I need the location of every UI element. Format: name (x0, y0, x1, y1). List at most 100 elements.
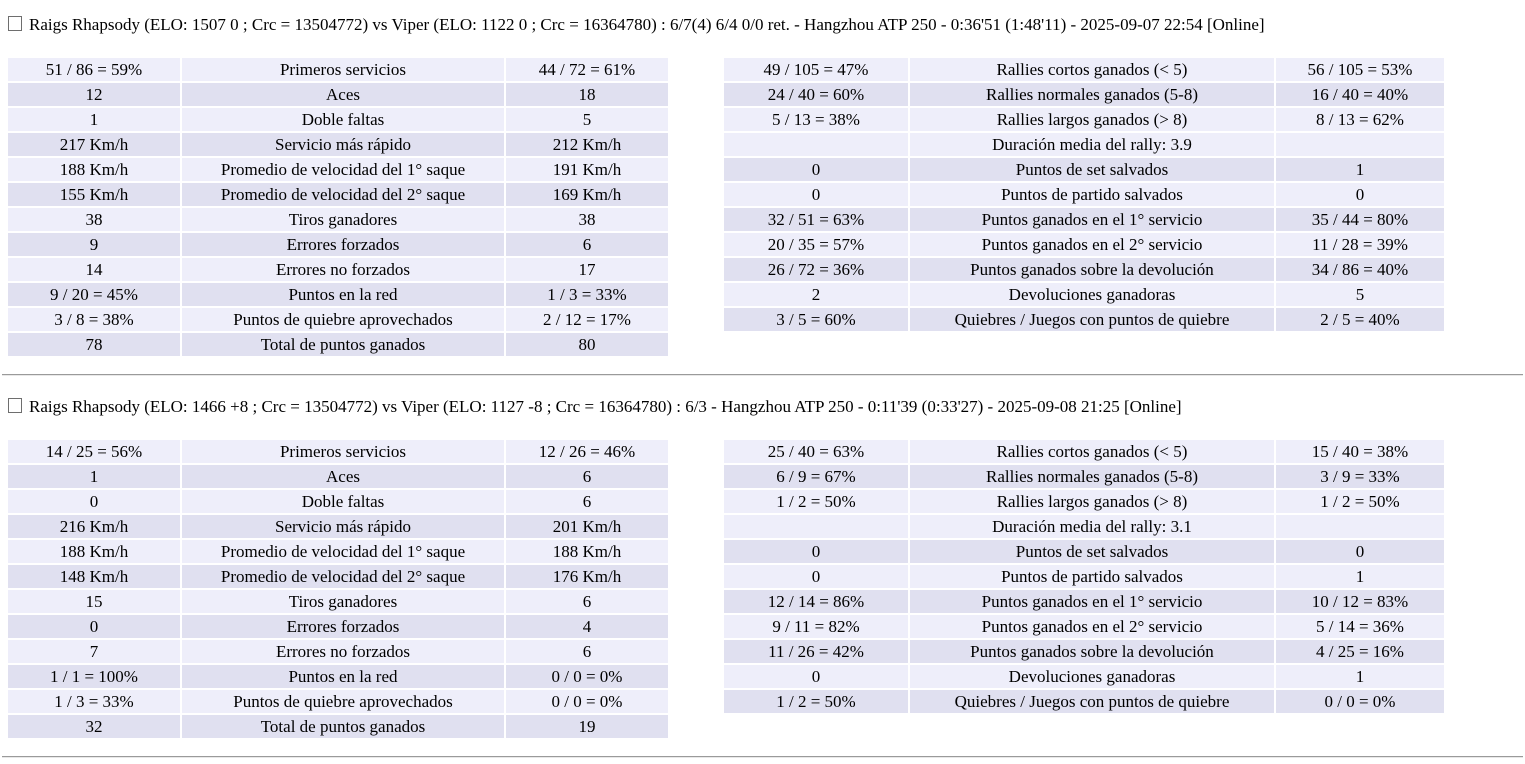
player1-value: 12 (8, 83, 180, 106)
stat-row: 32 Total de puntos ganados 19 (8, 715, 668, 738)
player1-value: 11 / 26 = 42% (724, 640, 908, 663)
player1-value: 0 (724, 665, 908, 688)
stat-row: 49 / 105 = 47% Rallies cortos ganados (< … (724, 58, 1444, 81)
stat-row: 1 / 2 = 50% Rallies largos ganados (> 8) 1… (724, 490, 1444, 513)
player1-value: 32 / 51 = 63% (724, 208, 908, 231)
player2-value: 0 / 0 = 0% (506, 690, 668, 713)
stat-label: Puntos de partido salvados (910, 183, 1274, 206)
player2-value (1276, 515, 1444, 538)
stat-label: Doble faltas (182, 490, 504, 513)
stat-row: 7 Errores no forzados 6 (8, 640, 668, 663)
player1-value: 78 (8, 333, 180, 356)
stat-row: 2 Devoluciones ganadoras 5 (724, 283, 1444, 306)
player1-value: 188 Km/h (8, 158, 180, 181)
stat-row: 188 Km/h Promedio de velocidad del 1° saq… (8, 540, 668, 563)
player2-value: 18 (506, 83, 668, 106)
player1-value: 1 (8, 108, 180, 131)
stat-row: 0 Puntos de partido salvados 0 (724, 183, 1444, 206)
player1-value: 1 / 3 = 33% (8, 690, 180, 713)
match-section-1: Raigs Rhapsody (ELO: 1507 0 ; Crc = 1350… (0, 0, 1525, 368)
rally-stats-table: 49 / 105 = 47% Rallies cortos ganados (< … (724, 58, 1444, 333)
stat-label: Servicio más rápido (182, 515, 504, 538)
player2-value: 56 / 105 = 53% (1276, 58, 1444, 81)
stat-label: Promedio de velocidad del 1° saque (182, 158, 504, 181)
player2-value: 191 Km/h (506, 158, 668, 181)
stat-row: 9 / 20 = 45% Puntos en la red 1 / 3 = 33% (8, 283, 668, 306)
stat-label: Devoluciones ganadoras (910, 283, 1274, 306)
player1-value: 38 (8, 208, 180, 231)
match-section-2: Raigs Rhapsody (ELO: 1466 +8 ; Crc = 135… (0, 382, 1525, 750)
player1-value: 155 Km/h (8, 183, 180, 206)
stat-row: 14 Errores no forzados 17 (8, 258, 668, 281)
player2-value: 35 / 44 = 80% (1276, 208, 1444, 231)
stat-label: Puntos ganados en el 2° servicio (910, 615, 1274, 638)
player1-value: 7 (8, 640, 180, 663)
player2-value: 19 (506, 715, 668, 738)
player2-value: 4 (506, 615, 668, 638)
player1-value: 0 (724, 565, 908, 588)
player2-value: 6 (506, 465, 668, 488)
player1-value: 32 (8, 715, 180, 738)
stat-row: 155 Km/h Promedio de velocidad del 2° saq… (8, 183, 668, 206)
match-select-checkbox[interactable] (8, 16, 22, 31)
stat-label: Total de puntos ganados (182, 715, 504, 738)
player1-value: 0 (8, 615, 180, 638)
match-header: Raigs Rhapsody (ELO: 1466 +8 ; Crc = 135… (8, 396, 1525, 418)
player2-value: 1 / 2 = 50% (1276, 490, 1444, 513)
stat-label: Rallies normales ganados (5-8) (910, 83, 1274, 106)
player1-value: 26 / 72 = 36% (724, 258, 908, 281)
player2-value: 15 / 40 = 38% (1276, 440, 1444, 463)
stat-row: 20 / 35 = 57% Puntos ganados en el 2° ser… (724, 233, 1444, 256)
stat-row: 0 Errores forzados 4 (8, 615, 668, 638)
stat-label: Rallies cortos ganados (< 5) (910, 440, 1274, 463)
stat-label: Puntos ganados en el 1° servicio (910, 208, 1274, 231)
player2-value: 0 / 0 = 0% (506, 665, 668, 688)
player1-value: 14 (8, 258, 180, 281)
stat-row: 38 Tiros ganadores 38 (8, 208, 668, 231)
player2-value: 212 Km/h (506, 133, 668, 156)
stat-label: Servicio más rápido (182, 133, 504, 156)
player2-value: 16 / 40 = 40% (1276, 83, 1444, 106)
stat-row: 1 / 2 = 50% Quiebres / Juegos con puntos … (724, 690, 1444, 713)
player1-value: 24 / 40 = 60% (724, 83, 908, 106)
player2-value: 0 / 0 = 0% (1276, 690, 1444, 713)
player1-value: 3 / 8 = 38% (8, 308, 180, 331)
stat-label: Errores forzados (182, 615, 504, 638)
player1-value: 9 / 20 = 45% (8, 283, 180, 306)
stat-row: 6 / 9 = 67% Rallies normales ganados (5-8… (724, 465, 1444, 488)
stat-row: 188 Km/h Promedio de velocidad del 1° saq… (8, 158, 668, 181)
stat-label: Promedio de velocidad del 2° saque (182, 565, 504, 588)
player2-value: 1 (1276, 158, 1444, 181)
player2-value: 8 / 13 = 62% (1276, 108, 1444, 131)
stat-row: 1 Doble faltas 5 (8, 108, 668, 131)
player2-value: 6 (506, 490, 668, 513)
match-select-checkbox[interactable] (8, 398, 22, 413)
player1-value: 217 Km/h (8, 133, 180, 156)
stat-row: 216 Km/h Servicio más rápido 201 Km/h (8, 515, 668, 538)
player1-value: 6 / 9 = 67% (724, 465, 908, 488)
stat-row: 9 Errores forzados 6 (8, 233, 668, 256)
player1-value: 0 (724, 183, 908, 206)
stat-row: 1 Aces 6 (8, 465, 668, 488)
match-title: Raigs Rhapsody (ELO: 1466 +8 ; Crc = 135… (29, 397, 1182, 416)
stat-row: 148 Km/h Promedio de velocidad del 2° saq… (8, 565, 668, 588)
stat-row: 5 / 13 = 38% Rallies largos ganados (> 8)… (724, 108, 1444, 131)
player2-value: 201 Km/h (506, 515, 668, 538)
stat-row: 24 / 40 = 60% Rallies normales ganados (5… (724, 83, 1444, 106)
player2-value: 80 (506, 333, 668, 356)
player2-value: 0 (1276, 183, 1444, 206)
player1-value: 1 / 2 = 50% (724, 490, 908, 513)
player1-value (724, 515, 908, 538)
player1-value: 14 / 25 = 56% (8, 440, 180, 463)
stat-label: Rallies normales ganados (5-8) (910, 465, 1274, 488)
stat-label: Aces (182, 83, 504, 106)
stat-label: Doble faltas (182, 108, 504, 131)
player1-value: 2 (724, 283, 908, 306)
player1-value: 5 / 13 = 38% (724, 108, 908, 131)
stat-label: Quiebres / Juegos con puntos de quiebre (910, 308, 1274, 331)
stat-label: Puntos en la red (182, 283, 504, 306)
stat-label: Puntos de quiebre aprovechados (182, 690, 504, 713)
player2-value: 1 (1276, 565, 1444, 588)
stat-row: 11 / 26 = 42% Puntos ganados sobre la dev… (724, 640, 1444, 663)
player1-value: 216 Km/h (8, 515, 180, 538)
